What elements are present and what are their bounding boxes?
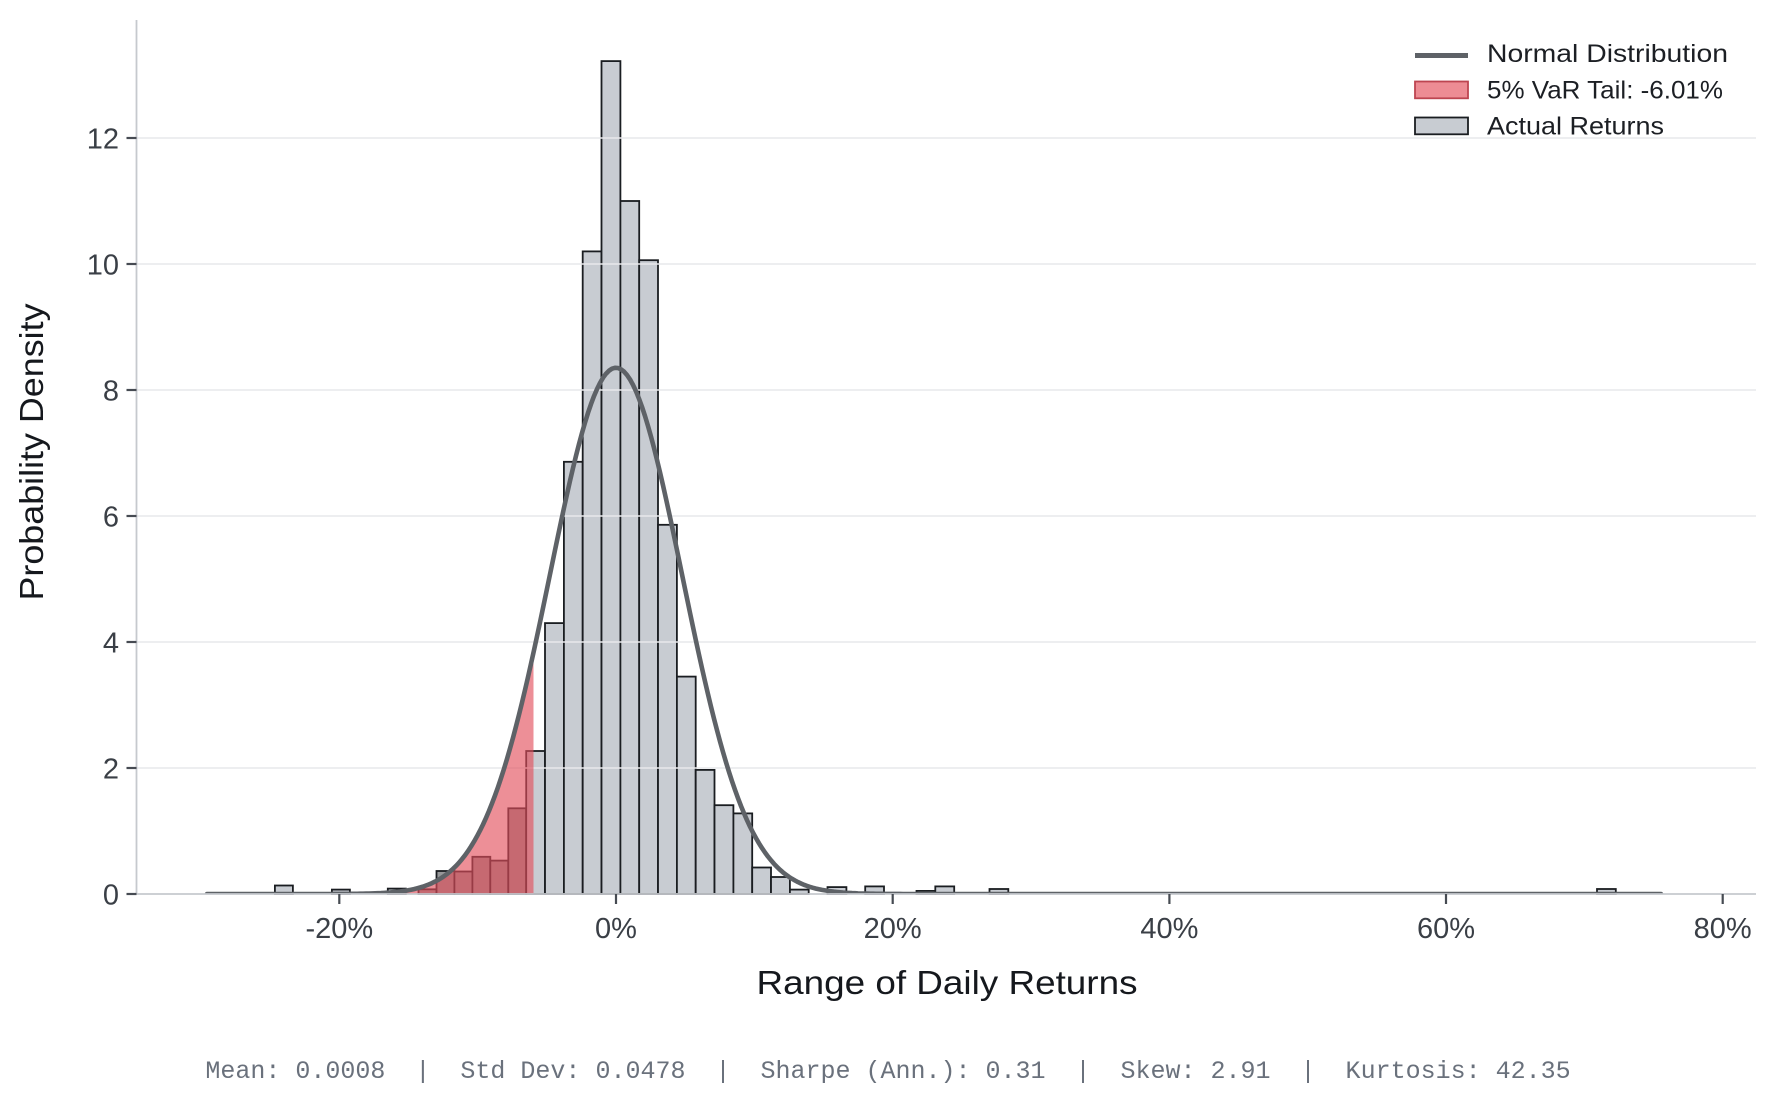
svg-text:4: 4 xyxy=(103,628,119,660)
svg-text:10: 10 xyxy=(87,250,119,282)
svg-text:Probability Density: Probability Density xyxy=(13,303,50,601)
svg-text:8: 8 xyxy=(103,376,119,408)
svg-text:Normal Distribution: Normal Distribution xyxy=(1487,40,1728,68)
svg-text:0: 0 xyxy=(103,880,119,912)
svg-text:-20%: -20% xyxy=(305,913,373,945)
svg-text:0%: 0% xyxy=(595,913,637,945)
svg-text:6: 6 xyxy=(103,502,119,534)
svg-text:80%: 80% xyxy=(1694,913,1752,945)
svg-text:12: 12 xyxy=(87,124,119,156)
svg-text:20%: 20% xyxy=(864,913,922,945)
svg-text:40%: 40% xyxy=(1140,913,1198,945)
svg-text:60%: 60% xyxy=(1417,913,1475,945)
svg-text:5% VaR Tail: -6.01%: 5% VaR Tail: -6.01% xyxy=(1487,77,1723,105)
svg-text:Mean: 0.0008 | Std Dev: 0.04: Mean: 0.0008 | Std Dev: 0.0478 | Sharpe … xyxy=(205,1057,1570,1086)
svg-text:Range of Daily Returns: Range of Daily Returns xyxy=(757,964,1138,1001)
svg-text:Actual Returns: Actual Returns xyxy=(1487,113,1664,141)
svg-text:2: 2 xyxy=(103,754,119,786)
